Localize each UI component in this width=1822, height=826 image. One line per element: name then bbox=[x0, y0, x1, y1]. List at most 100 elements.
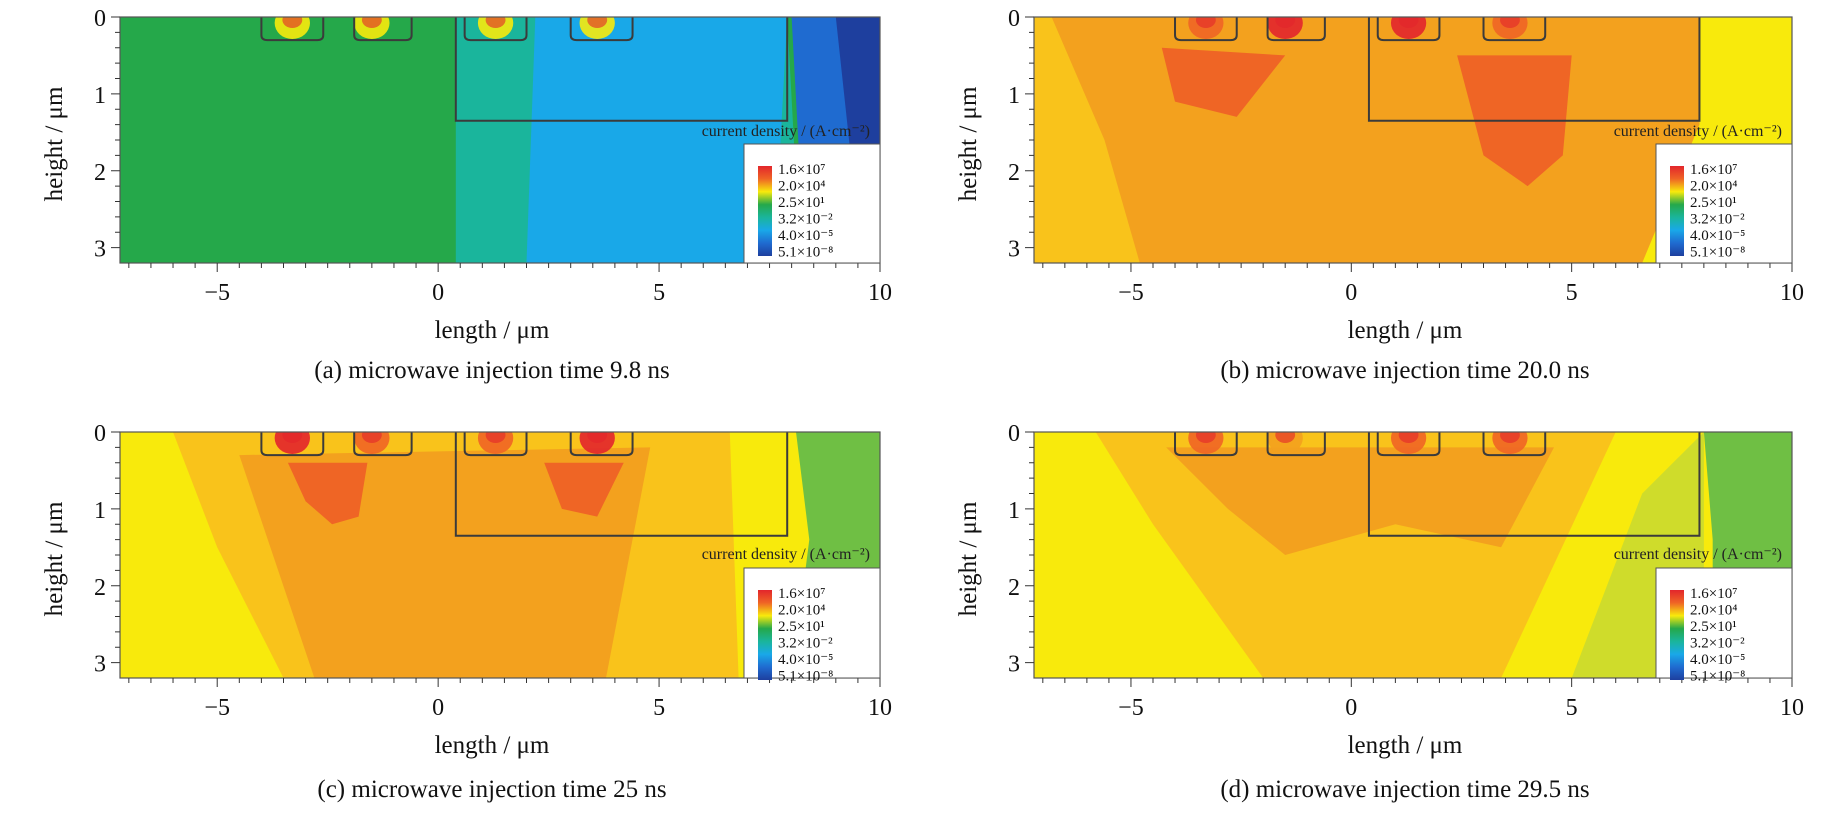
nwell-outline bbox=[1367, 432, 1701, 537]
legend-colorbar bbox=[758, 590, 772, 680]
x-tick-label: 10 bbox=[868, 695, 892, 721]
well-outline bbox=[1174, 432, 1238, 457]
chart-panel: −5 0 5 10 0 1 2 3 length / μm height / μm (b) micr… bbox=[955, 6, 1804, 384]
y-tick-label: 0 bbox=[94, 421, 106, 447]
contour-region bbox=[544, 462, 624, 517]
y-tick-label: 3 bbox=[1008, 652, 1020, 678]
well-outline bbox=[1174, 17, 1238, 42]
contour-region bbox=[526, 17, 788, 263]
legend-label: 3.2×10⁻² bbox=[1690, 636, 1745, 652]
panel-caption: (c) microwave injection time 25 ns bbox=[317, 776, 666, 803]
well-outline bbox=[1266, 432, 1326, 457]
legend-label: 2.0×10⁴ bbox=[1690, 603, 1737, 619]
y-tick-label: 3 bbox=[94, 652, 106, 678]
contour-region bbox=[1161, 47, 1286, 117]
x-axis-label: length / μm bbox=[1348, 732, 1463, 759]
nwell-outline bbox=[1367, 17, 1701, 122]
hotspot-core bbox=[361, 432, 382, 443]
well-outline bbox=[569, 17, 634, 42]
well-outline bbox=[1376, 17, 1441, 42]
hotspot-core bbox=[1398, 432, 1419, 443]
x-tick-label: −5 bbox=[1118, 695, 1144, 721]
x-axis-label: length / μm bbox=[435, 317, 550, 344]
legend-label: 1.6×10⁷ bbox=[1690, 162, 1737, 178]
chart-panel: −5 0 5 10 0 1 2 3 length / μm height / μm (d) micr… bbox=[955, 421, 1804, 803]
x-tick-label: 0 bbox=[432, 695, 444, 721]
x-tick-label: 10 bbox=[1780, 280, 1804, 306]
legend-label: 2.0×10⁴ bbox=[778, 179, 825, 195]
x-tick-label: 10 bbox=[1780, 695, 1804, 721]
hotspot-core bbox=[587, 432, 608, 443]
x-tick-label: −5 bbox=[204, 280, 230, 306]
legend-header: current density / (A·cm⁻²) bbox=[702, 123, 870, 140]
hotspot-core bbox=[1195, 17, 1216, 28]
well-outline bbox=[463, 17, 528, 42]
y-tick-label: 3 bbox=[94, 237, 106, 263]
legend-label: 3.2×10⁻² bbox=[778, 212, 833, 228]
legend-label: 4.0×10⁻⁵ bbox=[778, 652, 833, 668]
y-tick-label: 0 bbox=[1008, 421, 1020, 447]
x-tick-label: 5 bbox=[653, 280, 665, 306]
legend-header: current density / (A·cm⁻²) bbox=[1614, 123, 1782, 140]
chart-panel: −5 0 5 10 0 1 2 3 length / μm height / μm (a) micr… bbox=[41, 6, 892, 384]
legend-label: 2.5×10¹ bbox=[778, 619, 825, 635]
legend-colorbar bbox=[1670, 590, 1684, 680]
legend-label: 3.2×10⁻² bbox=[778, 636, 833, 652]
legend-colorbar bbox=[758, 166, 772, 256]
x-tick-label: 0 bbox=[432, 280, 444, 306]
hotspot-core bbox=[1275, 17, 1296, 28]
well-outline bbox=[1482, 432, 1547, 457]
y-tick-label: 3 bbox=[1008, 237, 1020, 263]
y-tick-label: 2 bbox=[1008, 160, 1020, 186]
x-tick-label: 5 bbox=[1566, 280, 1578, 306]
legend-label: 2.5×10¹ bbox=[1690, 619, 1737, 635]
y-tick-label: 1 bbox=[94, 83, 106, 109]
legend-label: 4.0×10⁻⁵ bbox=[1690, 652, 1745, 668]
well-outline bbox=[463, 432, 528, 457]
y-tick-label: 1 bbox=[1008, 498, 1020, 524]
legend-colorbar bbox=[1670, 166, 1684, 256]
legend-label: 4.0×10⁻⁵ bbox=[778, 228, 833, 244]
legend-label: 4.0×10⁻⁵ bbox=[1690, 228, 1745, 244]
hotspot-core bbox=[1398, 17, 1419, 28]
legend-label: 2.0×10⁴ bbox=[778, 603, 825, 619]
y-tick-label: 2 bbox=[94, 575, 106, 601]
legend-label: 5.1×10⁻⁸ bbox=[778, 245, 833, 261]
panel-caption: (a) microwave injection time 9.8 ns bbox=[314, 357, 669, 384]
y-tick-label: 2 bbox=[1008, 575, 1020, 601]
y-axis-label: height / μm bbox=[955, 501, 982, 616]
legend-label: 1.6×10⁷ bbox=[1690, 586, 1737, 602]
y-tick-label: 1 bbox=[94, 498, 106, 524]
legend-header: current density / (A·cm⁻²) bbox=[1614, 546, 1782, 563]
hotspot-core bbox=[1500, 432, 1520, 443]
hotspot-core bbox=[587, 17, 608, 28]
x-tick-label: 0 bbox=[1345, 280, 1357, 306]
well-outline bbox=[353, 17, 413, 42]
legend-label: 2.0×10⁴ bbox=[1690, 179, 1737, 195]
legend-label: 3.2×10⁻² bbox=[1690, 212, 1745, 228]
panel-caption: (d) microwave injection time 29.5 ns bbox=[1220, 776, 1589, 803]
legend-label: 1.6×10⁷ bbox=[778, 586, 825, 602]
y-tick-label: 0 bbox=[94, 6, 106, 32]
x-tick-label: 0 bbox=[1345, 695, 1357, 721]
legend-label: 5.1×10⁻⁸ bbox=[1690, 669, 1745, 685]
contour-region bbox=[1166, 447, 1554, 555]
hotspot-core bbox=[485, 17, 506, 28]
y-axis-label: height / μm bbox=[41, 86, 68, 201]
contour-region bbox=[287, 462, 368, 525]
contour-region bbox=[1051, 17, 1700, 263]
legend-label: 5.1×10⁻⁸ bbox=[778, 669, 833, 685]
y-tick-label: 0 bbox=[1008, 6, 1020, 32]
hotspot-core bbox=[485, 432, 506, 443]
x-tick-label: −5 bbox=[1118, 280, 1144, 306]
hotspot-core bbox=[361, 17, 382, 28]
legend-header: current density / (A·cm⁻²) bbox=[702, 546, 870, 563]
hotspot-core bbox=[1275, 432, 1296, 443]
legend-label: 2.5×10¹ bbox=[778, 195, 825, 211]
well-outline bbox=[1482, 17, 1547, 42]
hotspot-core bbox=[282, 432, 303, 443]
well-outline bbox=[569, 432, 634, 457]
legend-label: 5.1×10⁻⁸ bbox=[1690, 245, 1745, 261]
x-tick-label: −5 bbox=[204, 695, 230, 721]
